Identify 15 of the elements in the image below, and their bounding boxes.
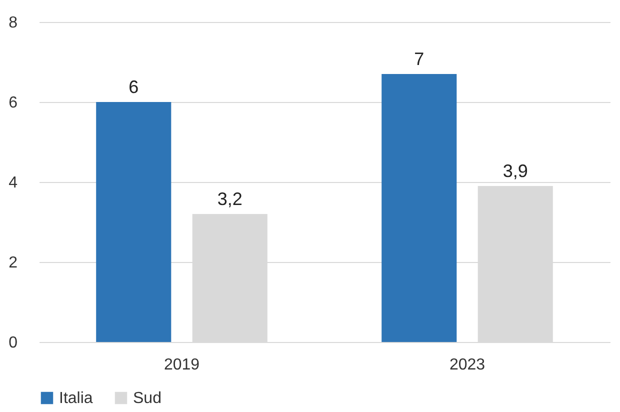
y-tick-label: 8 xyxy=(8,14,18,32)
legend-label: Italia xyxy=(59,390,93,407)
data-label: 7 xyxy=(414,49,424,69)
data-label: 6 xyxy=(128,77,139,97)
y-tick-label: 6 xyxy=(8,94,18,112)
y-tick-label: 0 xyxy=(8,334,18,352)
x-tick-label: 2019 xyxy=(164,356,200,374)
y-tick-label: 4 xyxy=(8,174,18,192)
bar xyxy=(382,74,457,342)
data-label: 3,2 xyxy=(217,189,242,209)
x-tick-label: 2023 xyxy=(449,356,486,374)
data-label: 3,9 xyxy=(502,161,528,181)
y-tick-label: 2 xyxy=(8,254,18,272)
legend-label: Sud xyxy=(133,390,162,407)
bar xyxy=(96,102,172,342)
